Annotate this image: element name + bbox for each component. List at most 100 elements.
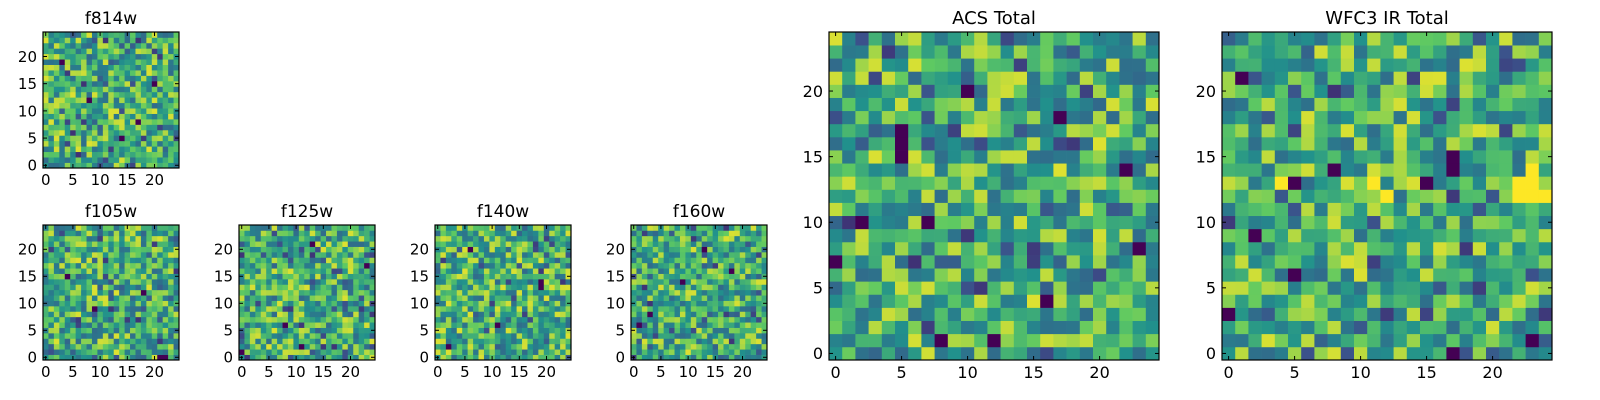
heatmap-cell <box>1472 58 1487 72</box>
heatmap-cell <box>1499 97 1513 112</box>
heatmap-cell <box>505 322 512 328</box>
heatmap-cell <box>113 162 120 169</box>
heatmap-cell <box>130 70 136 76</box>
heatmap-cell <box>1327 150 1342 164</box>
heatmap-cell <box>1406 202 1421 217</box>
heatmap-cell <box>1274 176 1289 190</box>
y-tick-label: 5 <box>223 322 233 340</box>
heatmap-cell <box>162 252 169 258</box>
heatmap-cell <box>445 241 452 247</box>
heatmap-cell <box>173 333 180 339</box>
heatmap-cell <box>1132 228 1147 243</box>
heatmap-cell <box>91 32 98 38</box>
heatmap-cell <box>1027 228 1041 243</box>
heatmap-cell <box>1040 136 1054 151</box>
heatmap-cell <box>1066 136 1081 151</box>
heatmap-cell <box>277 246 283 253</box>
heatmap-cell <box>451 230 458 237</box>
heatmap-cell <box>1235 255 1249 269</box>
heatmap-cell <box>829 84 843 98</box>
heatmap-cell <box>543 235 550 242</box>
heatmap-cell <box>494 252 501 258</box>
heatmap-cell <box>690 311 697 318</box>
heatmap-cell <box>1446 32 1460 46</box>
heatmap-cell <box>1013 32 1028 46</box>
heatmap-cell <box>326 333 332 339</box>
heatmap-cell <box>505 268 512 274</box>
heatmap-cell <box>829 333 843 348</box>
heatmap-cell <box>527 273 534 280</box>
heatmap-cell <box>1119 294 1133 308</box>
heatmap-cell <box>1380 241 1394 256</box>
heatmap-cell <box>108 333 115 339</box>
heatmap-cell <box>707 273 713 280</box>
heatmap-cell <box>1327 176 1342 190</box>
heatmap-cell <box>881 176 896 190</box>
heatmap-cell <box>1235 84 1249 98</box>
heatmap-cell <box>631 306 637 312</box>
heatmap-cell <box>151 311 158 318</box>
heatmap-cell <box>1380 215 1394 230</box>
heatmap-cell <box>435 349 441 355</box>
heatmap-cell <box>271 295 278 301</box>
heatmap-cell <box>842 189 856 203</box>
heatmap-cell <box>1327 228 1342 243</box>
heatmap-cell <box>1314 281 1328 295</box>
heatmap-cell <box>565 322 572 328</box>
heatmap-cell <box>1472 71 1487 85</box>
x-tick-label: 20 <box>1482 363 1502 382</box>
heatmap-cell <box>1525 255 1540 269</box>
heatmap-cell <box>1459 150 1474 164</box>
heatmap-cell <box>1525 241 1540 256</box>
heatmap-cell <box>282 349 289 355</box>
heatmap-cell <box>647 354 654 361</box>
heatmap-cell <box>718 284 724 291</box>
heatmap-cell <box>445 289 452 296</box>
heatmap-cell <box>113 295 120 301</box>
heatmap-cell <box>745 273 752 280</box>
heatmap-cell <box>1106 163 1120 177</box>
heatmap-cell <box>157 151 164 158</box>
heatmap-cell <box>1093 307 1107 321</box>
heatmap-cell <box>522 262 528 269</box>
heatmap-cell <box>293 268 300 274</box>
heatmap-cell <box>1525 228 1540 243</box>
heatmap-cell <box>1486 176 1500 190</box>
heatmap-cell <box>113 42 120 49</box>
heatmap-cell <box>669 279 675 285</box>
heatmap-cell <box>48 338 55 345</box>
heatmap-cell <box>102 338 109 345</box>
heatmap-cell <box>64 86 71 93</box>
heatmap-cell <box>707 295 713 301</box>
heatmap-cell <box>135 75 142 82</box>
heatmap-cell <box>1053 71 1067 85</box>
heatmap-cell <box>162 124 169 131</box>
heatmap-cell <box>81 327 87 334</box>
heatmap-cell <box>701 289 708 296</box>
panel-title: ACS Total <box>952 8 1036 29</box>
heatmap-cell <box>146 295 153 301</box>
heatmap-cell <box>1472 294 1487 308</box>
heatmap-cell <box>1406 307 1421 321</box>
heatmap-cell <box>48 289 55 296</box>
heatmap-cell <box>1261 110 1276 125</box>
heatmap-cell <box>315 262 321 269</box>
heatmap-cell <box>1000 228 1015 243</box>
heatmap-cell <box>331 230 338 237</box>
heatmap-cell <box>1327 84 1342 98</box>
heatmap-cell <box>679 235 686 242</box>
heatmap-cell <box>1406 84 1421 98</box>
heatmap-cell <box>75 295 82 301</box>
heatmap-cell <box>162 322 169 328</box>
heatmap-cell <box>934 84 949 98</box>
heatmap-cell <box>75 241 82 247</box>
heatmap-cell <box>53 86 60 93</box>
heatmap-cell <box>842 281 856 295</box>
heatmap-cell <box>124 113 131 120</box>
heatmap-cell <box>462 300 468 307</box>
heatmap-cell <box>43 59 49 65</box>
heatmap-cell <box>1327 123 1342 138</box>
heatmap-cell <box>658 295 664 301</box>
heatmap-cell <box>1000 71 1015 85</box>
heatmap-cell <box>173 91 180 98</box>
